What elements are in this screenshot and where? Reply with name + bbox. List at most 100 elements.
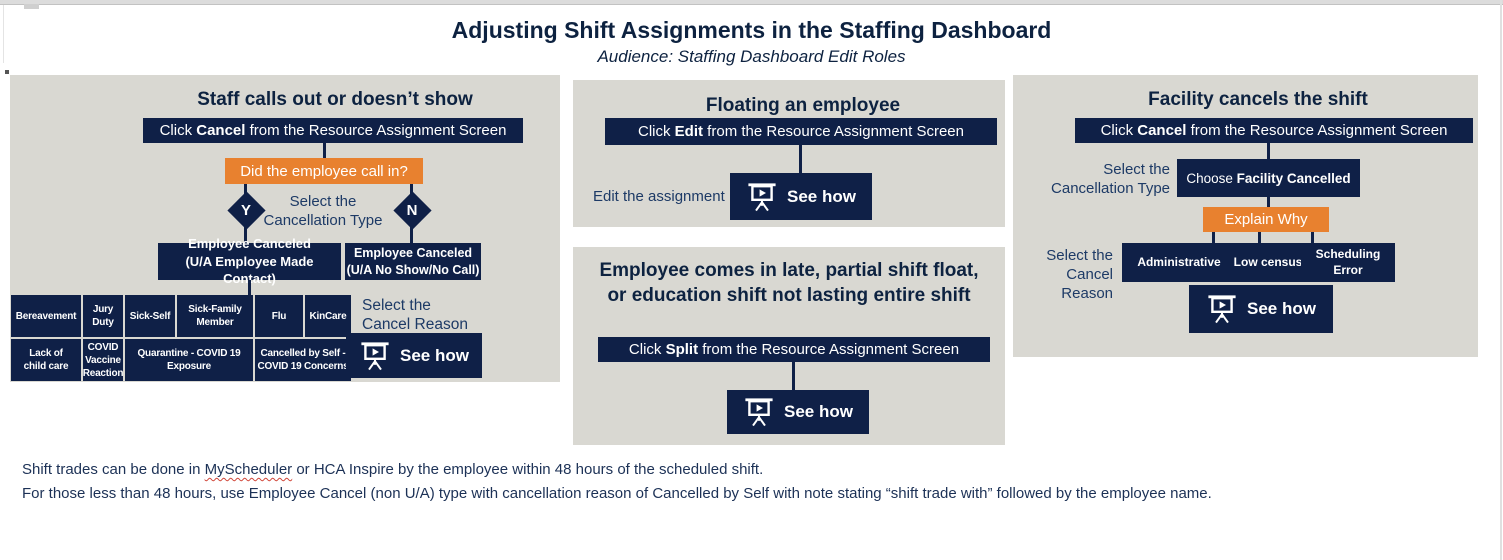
step-text: from the Resource Assignment Screen bbox=[698, 341, 960, 358]
step-keyword: Edit bbox=[674, 123, 704, 140]
left-edge-line bbox=[3, 5, 4, 63]
connector bbox=[248, 280, 251, 295]
box-line: (U/A No Show/No Call) bbox=[346, 262, 480, 277]
cancellation-type-label: Select the Cancellation Type bbox=[1018, 161, 1170, 199]
reason-cell: Quarantine - COVID 19 Exposure bbox=[125, 339, 253, 381]
step-click-cancel-facility: Click Cancel from the Resource Assignmen… bbox=[1075, 118, 1473, 143]
footer-text: or HCA Inspire by the employee within 48… bbox=[292, 461, 764, 478]
reason-scheduling-error-box: Scheduling Error bbox=[1301, 243, 1395, 282]
yes-letter: Y bbox=[240, 201, 251, 219]
employee-canceled-contact-box: Employee Canceled (U/A Employee Made Con… bbox=[158, 236, 341, 286]
step-click-cancel: Click Cancel from the Resource Assignmen… bbox=[143, 118, 523, 143]
step-keyword: Cancel bbox=[1137, 122, 1187, 139]
presentation-play-icon bbox=[1208, 295, 1236, 324]
page-title: Adjusting Shift Assignments in the Staff… bbox=[451, 17, 1052, 43]
stray-mark bbox=[5, 70, 9, 74]
panel-split-title: Employee comes in late, partial shift fl… bbox=[599, 260, 979, 307]
step-text: Click bbox=[628, 341, 666, 358]
box-line: Employee Canceled bbox=[353, 245, 473, 260]
panel-split-shift: Employee comes in late, partial shift fl… bbox=[573, 247, 1005, 445]
label-line: Cancellation Type bbox=[1051, 179, 1170, 197]
right-edge-line bbox=[1500, 0, 1502, 560]
box-line: Employee Canceled bbox=[188, 236, 311, 252]
connector bbox=[792, 362, 795, 390]
presentation-play-icon bbox=[361, 341, 389, 370]
presentation-play-icon bbox=[745, 398, 773, 427]
label-line: Select the bbox=[289, 193, 357, 210]
see-how-label: See how bbox=[784, 402, 853, 421]
see-how-label: See how bbox=[1247, 299, 1316, 318]
cancellation-type-label: Select the Cancellation Type bbox=[245, 193, 401, 231]
footer-line-1: Shift trades can be done in MyScheduler … bbox=[22, 458, 1462, 482]
choose-facility-cancelled-box: Choose Facility Cancelled bbox=[1177, 159, 1360, 197]
window-top-notch bbox=[24, 4, 39, 9]
cancel-reason-grid: Bereavement Jury Duty Sick-Self Sick-Fam… bbox=[11, 295, 351, 381]
decision-no-diamond: N bbox=[392, 190, 432, 230]
panel-staff-title: Staff calls out or doesn’t show bbox=[197, 89, 473, 110]
decision-yes-diamond: Y bbox=[226, 190, 266, 230]
reason-cell: Flu bbox=[255, 295, 303, 337]
reason-cell: KinCare bbox=[305, 295, 351, 337]
choose-text: Choose bbox=[1186, 170, 1237, 186]
label-line: Select the bbox=[362, 297, 431, 314]
step-click-edit: Click Edit from the Resource Assignment … bbox=[605, 118, 997, 145]
label-line: Cancellation Type bbox=[263, 211, 383, 229]
step-text: from the Resource Assignment Screen bbox=[703, 123, 964, 140]
reason-low-census-box: Low census bbox=[1225, 243, 1311, 282]
label-line: Select the bbox=[1103, 161, 1170, 178]
panel-facility-cancels: Facility cancels the shift Click Cancel … bbox=[1013, 75, 1478, 357]
connector bbox=[323, 143, 326, 158]
employee-canceled-noshow-box: Employee Canceled (U/A No Show/No Call) bbox=[345, 243, 481, 280]
connector bbox=[799, 145, 802, 173]
explain-why-box: Explain Why bbox=[1203, 207, 1329, 232]
footer-text: Shift trades can be done in bbox=[22, 461, 205, 478]
connector bbox=[1258, 232, 1261, 243]
step-text: Click bbox=[159, 122, 197, 139]
step-keyword: Split bbox=[665, 341, 699, 358]
reason-cell: Lack of child care bbox=[11, 339, 81, 381]
step-click-split: Click Split from the Resource Assignment… bbox=[598, 337, 990, 362]
reason-cell: Bereavement bbox=[11, 295, 81, 337]
box-line: (U/A Employee Made Contact) bbox=[185, 253, 314, 287]
reason-cell: Sick-Family Member bbox=[177, 295, 253, 337]
step-keyword: Cancel bbox=[196, 122, 246, 139]
step-text: Click bbox=[1100, 122, 1138, 139]
footer-line-2: For those less than 48 hours, use Employ… bbox=[22, 485, 1212, 502]
panel-staff-calls-out: Staff calls out or doesn’t show Click Ca… bbox=[10, 75, 560, 382]
window-top-border bbox=[0, 0, 1503, 5]
presentation-play-icon bbox=[748, 182, 776, 211]
cancel-reason-label: Select the Cancel Reason bbox=[1013, 247, 1113, 303]
step-text: Click bbox=[638, 123, 675, 140]
step-text: from the Resource Assignment Screen bbox=[1186, 122, 1448, 139]
page-subtitle: Audience: Staffing Dashboard Edit Roles bbox=[597, 47, 906, 66]
reason-cell: Cancelled by Self - COVID 19 Concerns bbox=[255, 339, 351, 381]
decision-did-employee-call-in: Did the employee call in? bbox=[225, 158, 423, 184]
connector bbox=[1267, 197, 1270, 207]
reason-cell: COVID Vaccine Reaction bbox=[83, 339, 124, 381]
label-line: Select the bbox=[1046, 247, 1113, 264]
connector bbox=[1212, 232, 1215, 243]
see-how-label: See how bbox=[787, 186, 856, 206]
myscheduler-text: MyScheduler bbox=[204, 461, 293, 478]
connector bbox=[1311, 232, 1314, 243]
panel-floating-employee: Floating an employee Click Edit from the… bbox=[573, 80, 1005, 227]
reason-cell: Sick-Self bbox=[125, 295, 175, 337]
see-how-label: See how bbox=[400, 345, 469, 365]
cancel-reason-label: Select the Cancel Reason bbox=[362, 296, 468, 335]
see-how-button-float[interactable]: See how bbox=[730, 173, 872, 220]
see-how-button-facility[interactable]: See how bbox=[1189, 285, 1333, 333]
no-letter: N bbox=[406, 201, 418, 219]
choose-keyword: Facility Cancelled bbox=[1236, 170, 1351, 186]
see-how-button-split[interactable]: See how bbox=[727, 390, 869, 434]
label-line: Cancel Reason bbox=[1061, 265, 1113, 302]
connector bbox=[1267, 143, 1270, 159]
panel-float-title: Floating an employee bbox=[705, 95, 901, 116]
see-how-button-staff[interactable]: See how bbox=[346, 333, 482, 378]
step-text: from the Resource Assignment Screen bbox=[245, 122, 507, 139]
footer-note: Shift trades can be done in MyScheduler … bbox=[22, 458, 1462, 506]
reason-administrative-box: Administrative bbox=[1122, 243, 1236, 282]
edit-assignment-label: Edit the assignment bbox=[593, 188, 725, 205]
reason-cell: Jury Duty bbox=[83, 295, 123, 337]
label-line: Cancel Reason bbox=[362, 316, 468, 334]
